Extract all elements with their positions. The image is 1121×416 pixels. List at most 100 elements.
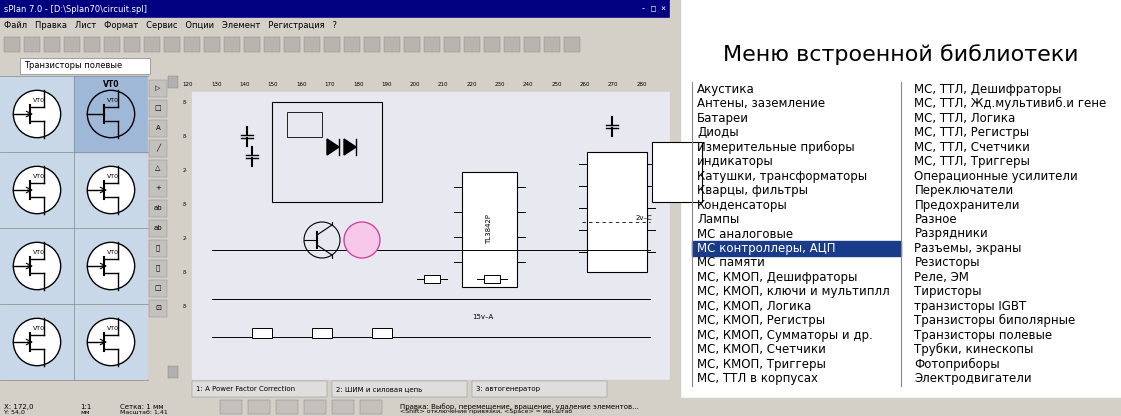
Text: VT0: VT0 <box>108 174 119 179</box>
Text: Измерительные приборы: Измерительные приборы <box>697 141 854 154</box>
Text: 170: 170 <box>324 82 335 87</box>
Text: Тиристоры: Тиристоры <box>915 285 982 298</box>
Bar <box>149 300 167 317</box>
Text: Разное: Разное <box>915 213 957 226</box>
Text: 15v–A: 15v–A <box>472 314 493 319</box>
Text: МС, КМОП, Сумматоры и др.: МС, КМОП, Сумматоры и др. <box>697 329 873 342</box>
Text: 230: 230 <box>494 82 506 87</box>
Bar <box>265 37 280 52</box>
Bar <box>178 92 192 380</box>
Text: VT0: VT0 <box>108 327 119 332</box>
Text: Трубки, кинескопы: Трубки, кинескопы <box>915 343 1034 357</box>
Text: 8-: 8- <box>183 134 187 139</box>
Text: VT0: VT0 <box>34 174 45 179</box>
Text: МС, КМОП, Триггеры: МС, КМОП, Триггеры <box>697 358 826 371</box>
Text: Меню встроенной библиотеки: Меню встроенной библиотеки <box>723 45 1078 65</box>
Text: VT0: VT0 <box>34 99 45 104</box>
Polygon shape <box>327 139 339 155</box>
Text: +: + <box>155 185 161 191</box>
Text: 8-: 8- <box>183 304 187 309</box>
Bar <box>164 37 180 52</box>
Bar <box>168 76 178 88</box>
Text: - □ ×: - □ × <box>641 5 666 13</box>
Text: VT0: VT0 <box>108 99 119 104</box>
Text: Фотоприборы: Фотоприборы <box>915 358 1000 371</box>
Text: 150: 150 <box>268 82 278 87</box>
Text: Акустика: Акустика <box>697 83 754 96</box>
Text: Y: 54,0: Y: 54,0 <box>4 409 25 414</box>
Text: VT0: VT0 <box>34 250 45 255</box>
Text: Транзисторы полевые: Транзисторы полевые <box>24 62 122 70</box>
Text: Конденсаторы: Конденсаторы <box>697 198 788 212</box>
Text: <Shift> отключение привязки, <Space> = масштаб: <Shift> отключение привязки, <Space> = м… <box>400 409 572 414</box>
Text: МС, ТТЛ, Логика: МС, ТТЛ, Логика <box>915 111 1016 125</box>
Text: Предохранители: Предохранители <box>915 198 1020 212</box>
Bar <box>0 380 670 398</box>
Text: VT0: VT0 <box>34 327 45 332</box>
Text: Переключатели: Переключатели <box>915 184 1013 197</box>
Bar <box>0 76 148 380</box>
Text: 210: 210 <box>438 82 448 87</box>
Text: 120: 120 <box>183 82 193 87</box>
Bar <box>0 34 670 56</box>
Text: 2-: 2- <box>183 168 187 173</box>
Text: ▷: ▷ <box>156 85 160 91</box>
Text: 280: 280 <box>637 82 647 87</box>
Bar <box>287 112 322 137</box>
Circle shape <box>87 166 135 214</box>
Text: sPlan 7.0 - [D:\Splan70\circuit.spl]: sPlan 7.0 - [D:\Splan70\circuit.spl] <box>4 5 147 13</box>
Text: МС, ТТЛ, Жд.мультивиб.и гене: МС, ТТЛ, Жд.мультивиб.и гене <box>915 97 1106 110</box>
Bar <box>0 398 1121 416</box>
Bar <box>504 37 520 52</box>
Bar <box>244 37 260 52</box>
Text: 8-: 8- <box>183 99 187 104</box>
Text: Правка: Выбор, перемещение, вращение, удаление элементов...: Правка: Выбор, перемещение, вращение, уд… <box>400 404 639 411</box>
Text: МС, ТТЛ, Счетчики: МС, ТТЛ, Счетчики <box>915 141 1030 154</box>
Text: TL3842P: TL3842P <box>487 214 492 244</box>
Bar <box>652 142 702 202</box>
Text: 8-: 8- <box>183 201 187 206</box>
Bar <box>564 37 580 52</box>
Text: 270: 270 <box>608 82 619 87</box>
Bar <box>20 58 150 74</box>
Bar <box>148 76 168 380</box>
Bar <box>149 280 167 297</box>
Text: 220: 220 <box>466 82 476 87</box>
Bar <box>472 381 606 397</box>
Bar <box>670 0 680 416</box>
Bar <box>424 275 441 283</box>
Bar <box>484 275 500 283</box>
Bar <box>149 220 167 237</box>
Circle shape <box>87 318 135 366</box>
Text: Лампы: Лампы <box>697 213 739 226</box>
Bar <box>149 200 167 217</box>
Bar <box>484 37 500 52</box>
Bar <box>692 241 900 256</box>
Text: Разрядники: Разрядники <box>915 228 989 240</box>
Text: 🔍: 🔍 <box>156 265 160 271</box>
Bar <box>224 37 240 52</box>
Bar <box>124 37 140 52</box>
Circle shape <box>13 242 61 290</box>
Text: Антены, заземление: Антены, заземление <box>697 97 825 110</box>
Bar <box>4 37 20 52</box>
Text: Файл   Правка   Лист   Формат   Сервис   Опции   Элемент   Регистрация   ?: Файл Правка Лист Формат Сервис Опции Эле… <box>4 22 337 30</box>
Bar <box>149 120 167 137</box>
Bar <box>544 37 560 52</box>
Bar <box>248 400 270 414</box>
Bar <box>372 328 392 338</box>
Bar <box>74 76 148 152</box>
Text: Резисторы: Резисторы <box>915 256 980 270</box>
Bar <box>149 240 167 257</box>
Bar <box>104 37 120 52</box>
Bar <box>284 37 300 52</box>
Bar <box>360 400 382 414</box>
Text: □: □ <box>155 105 161 111</box>
Bar <box>178 76 670 92</box>
Bar <box>304 400 326 414</box>
Bar <box>168 366 178 378</box>
Bar <box>149 180 167 197</box>
Text: МС, КМОП, Дешифраторы: МС, КМОП, Дешифраторы <box>697 271 858 284</box>
Bar <box>0 0 670 416</box>
Text: ╱: ╱ <box>156 144 160 152</box>
